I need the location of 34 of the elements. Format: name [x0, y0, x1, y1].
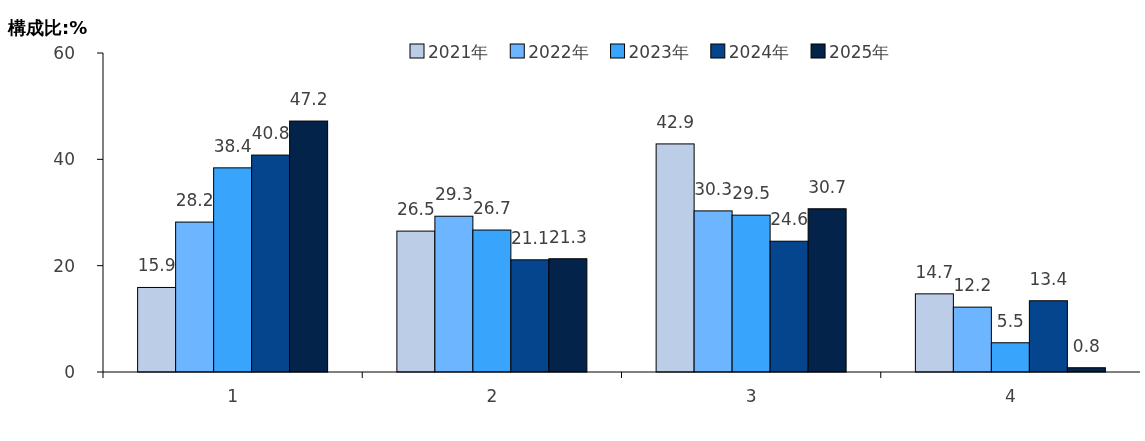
data-label: 13.4: [1029, 268, 1068, 289]
data-label: 30.3: [694, 178, 733, 199]
y-tick-label: 40: [53, 149, 75, 170]
y-tick-label: 0: [64, 362, 75, 382]
data-label: 28.2: [175, 190, 214, 211]
data-label: 29.3: [434, 184, 473, 205]
x-tick-label: 2: [486, 386, 498, 406]
data-label: 15.9: [137, 255, 176, 276]
legend-label: 2022年: [528, 42, 589, 62]
data-label: 47.2: [289, 89, 328, 110]
data-label: 30.7: [808, 176, 847, 197]
data-label: 42.9: [656, 111, 695, 132]
legend-label: 2024年: [728, 42, 790, 62]
data-label: 29.5: [732, 183, 771, 204]
data-label: 21.3: [548, 226, 587, 247]
data-label: 38.4: [213, 135, 252, 156]
y-tick-label: 20: [53, 255, 75, 276]
y-axis-title: 構成比:%: [7, 17, 88, 38]
legend-label: 2023年: [628, 42, 689, 62]
data-label: 5.5: [996, 310, 1024, 331]
data-label: 0.8: [1072, 335, 1100, 356]
data-label: 40.8: [251, 123, 290, 144]
x-tick-label: 4: [1004, 386, 1016, 406]
data-label: 14.7: [915, 261, 954, 282]
data-label: 24.6: [770, 209, 809, 230]
legend-label: 2021年: [428, 42, 489, 62]
data-label: 21.1: [510, 227, 549, 248]
x-tick-label: 3: [745, 386, 757, 406]
y-tick-label: 60: [53, 43, 75, 63]
data-label: 26.7: [472, 198, 511, 219]
data-label: 26.5: [396, 199, 435, 220]
data-label: 12.2: [953, 275, 992, 296]
legend-label: 2025年: [829, 42, 890, 62]
x-tick-label: 1: [227, 386, 239, 406]
